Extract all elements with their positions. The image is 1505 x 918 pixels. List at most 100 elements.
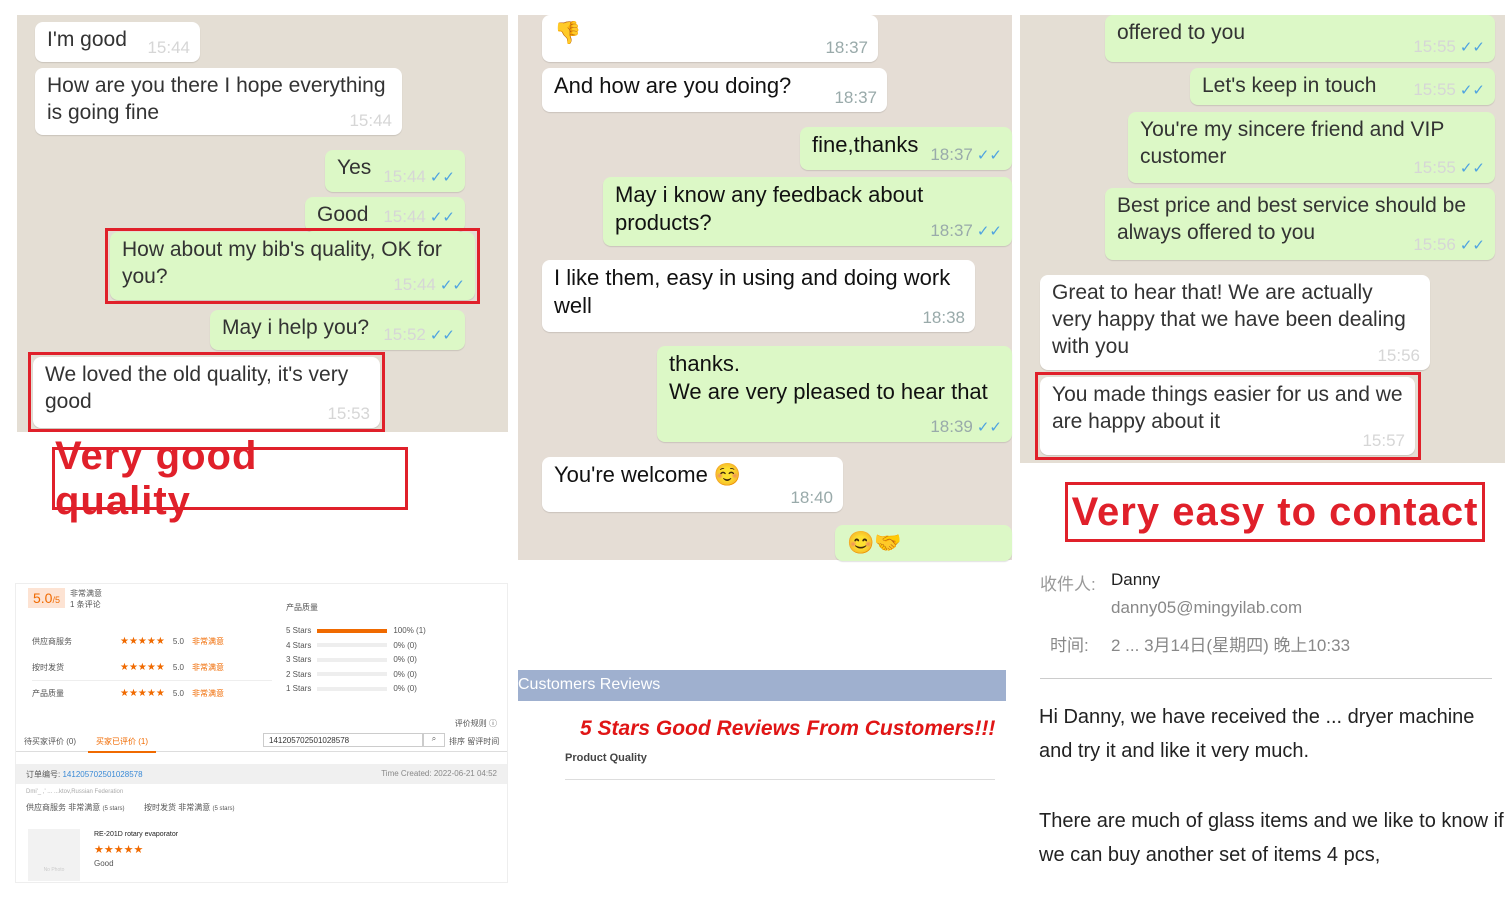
order-search-input[interactable]: 141205702501028578 (263, 733, 423, 747)
search-icon[interactable]: ⌕ (423, 733, 445, 747)
message-time: 18:37 ✓✓ (930, 145, 1002, 166)
chat-message: We loved the old quality, it's very good… (33, 357, 380, 428)
percent: 0% (393, 669, 405, 679)
message-text: 😊🤝 (847, 530, 902, 555)
score: 5.0 (33, 590, 53, 606)
read-receipt-icon: ✓✓ (429, 327, 455, 344)
message-time: 15:44 ✓✓ (383, 207, 455, 228)
criteria-row: 产品质量 ★★★★★ 5.0 非常满意 (32, 680, 272, 706)
read-receipt-icon: ✓✓ (1459, 82, 1485, 99)
message-time: 15:56 ✓✓ (1413, 235, 1485, 256)
distribution-row: 5 Stars 100% (1) (286, 626, 426, 641)
message-time: 15:44 (147, 38, 190, 58)
percent: 100% (393, 626, 414, 635)
rating-text: 非常满意 (70, 589, 102, 598)
message-time: 18:37 ✓✓ (930, 221, 1002, 242)
timestamp: 15:56 (1413, 235, 1456, 254)
criteria-row: 供应商服务 ★★★★★ 5.0 非常满意 (32, 628, 272, 654)
distribution-list: 5 Stars 100% (1) 4 Stars 0% (0) 3 Stars 0% (0… (286, 626, 426, 699)
order-label: 订单编号: (26, 770, 61, 779)
score-badge: 5.0/5 (28, 588, 65, 608)
time-created: Time Created: 2022-06-21 04:52 (381, 769, 497, 778)
highlight-box (28, 352, 385, 432)
chat-message: Best price and best service should be al… (1105, 188, 1495, 260)
review-tabs-bar: 待买家评价 (0) 买家已评价 (1) 141205702501028578 ⌕… (16, 730, 507, 753)
message-text: We loved the old quality, it's very good (45, 363, 355, 413)
message-time: 15:56 (1377, 346, 1420, 366)
count: (0) (407, 640, 417, 650)
distribution-bar (317, 643, 388, 648)
stars-icon: ★★★★★ (120, 635, 165, 647)
chat-message: I'm good 15:44 (35, 22, 200, 62)
star-level: 1 Stars (286, 684, 312, 693)
count: (0) (407, 684, 417, 693)
message-text: How about my bib's quality, OK for you? (122, 238, 448, 288)
read-receipt-icon: ✓✓ (439, 277, 465, 294)
chat-message: You're welcome ☺️ 18:40 (542, 457, 843, 512)
supplier-service-row: 供应商服务 非常满意 (5 stars) (26, 802, 124, 813)
percent: 0% (393, 684, 405, 693)
timestamp-spacer (159, 118, 209, 119)
supplier-service: 供应商服务 非常满意 (26, 803, 101, 812)
timestamp-spacer (1245, 38, 1315, 39)
message-time: 15:44 ✓✓ (383, 167, 455, 188)
timestamp: 15:44 (383, 207, 426, 226)
criteria-score: 5.0 (172, 636, 184, 646)
read-receipt-icon: ✓✓ (1459, 237, 1485, 254)
timestamp: 18:37 (930, 145, 973, 164)
distribution-bar (317, 672, 388, 677)
timestamp: 18:37 (825, 38, 868, 57)
criteria-score: 5.0 (172, 689, 184, 698)
chat-message: I like them, easy in using and doing wor… (542, 260, 975, 332)
chat-message: May i know any feedback about products? 1… (603, 177, 1012, 246)
timestamp-spacer (1315, 238, 1385, 239)
read-receipt-icon: ✓✓ (976, 147, 1002, 164)
to-email[interactable]: danny05@mingyilab.com (1111, 598, 1303, 617)
timestamp-spacer (1226, 162, 1296, 163)
supplier-stars: (5 stars) (102, 806, 125, 812)
star-level: 2 Stars (286, 669, 312, 679)
star-level: 4 Stars (286, 640, 312, 650)
message-text: Let's keep in touch (1202, 74, 1377, 97)
read-receipt-icon: ✓✓ (1459, 160, 1485, 177)
sort-dropdown[interactable]: 排序 留评时间 (449, 737, 500, 746)
count: (0) (407, 669, 417, 679)
timestamp: 15:55 (1413, 80, 1456, 99)
timestamp-spacer (581, 39, 631, 40)
message-time: 18:39 ✓✓ (930, 417, 1002, 438)
criteria-label: 产品质量 (32, 689, 64, 698)
rating-stars: ★★★★★ (94, 844, 144, 856)
message-time: 15:52 ✓✓ (383, 325, 455, 346)
distribution-row: 3 Stars 0% (0) (286, 655, 426, 670)
message-text: How are you there I hope everything is g… (47, 74, 392, 124)
caption-very-easy-to-contact: Very easy to contact (1065, 482, 1485, 542)
distribution-row: 1 Stars 0% (0) (286, 684, 426, 699)
message-time: 15:57 (1362, 431, 1405, 451)
criteria-score: 5.0 (172, 662, 184, 672)
timestamp: 15:53 (327, 404, 370, 423)
rules-link[interactable]: 评价规则 ⓘ (454, 719, 497, 728)
shipping-stars: (5 stars) (212, 806, 235, 812)
timestamp-spacer (592, 312, 642, 313)
distribution-title: 产品质量 (286, 603, 318, 612)
distribution-bar (317, 657, 388, 662)
tab-pending[interactable]: 待买家评价 (0) (24, 737, 76, 746)
message-text: Good (317, 203, 369, 226)
message-time: 15:55 ✓✓ (1413, 158, 1485, 179)
chat-message: Let's keep in touch 15:55 ✓✓ (1190, 68, 1495, 105)
criteria-text: 非常满意 (191, 689, 224, 698)
read-receipt-icon: ✓✓ (1459, 39, 1485, 56)
timestamp: 18:37 (930, 221, 973, 240)
distribution-bar (317, 686, 388, 691)
chat-message: Great to hear that! We are actually very… (1040, 275, 1430, 370)
stars-icon: ★★★★★ (120, 661, 165, 673)
chat-message: 😊🤝 (835, 525, 1012, 561)
email-paragraph-2: There are much of glass items and we lik… (1039, 810, 1504, 866)
order-number-link[interactable]: 141205702501028578 (62, 770, 143, 779)
message-text: Great to hear that! We are actually very… (1052, 281, 1412, 358)
message-text: fine,thanks (812, 132, 919, 157)
review-count: 1 条评论 (70, 600, 101, 609)
chat-message: How are you there I hope everything is g… (35, 68, 402, 135)
message-text: I like them, easy in using and doing wor… (554, 265, 957, 318)
tab-reviewed[interactable]: 买家已评价 (1) (88, 736, 156, 753)
